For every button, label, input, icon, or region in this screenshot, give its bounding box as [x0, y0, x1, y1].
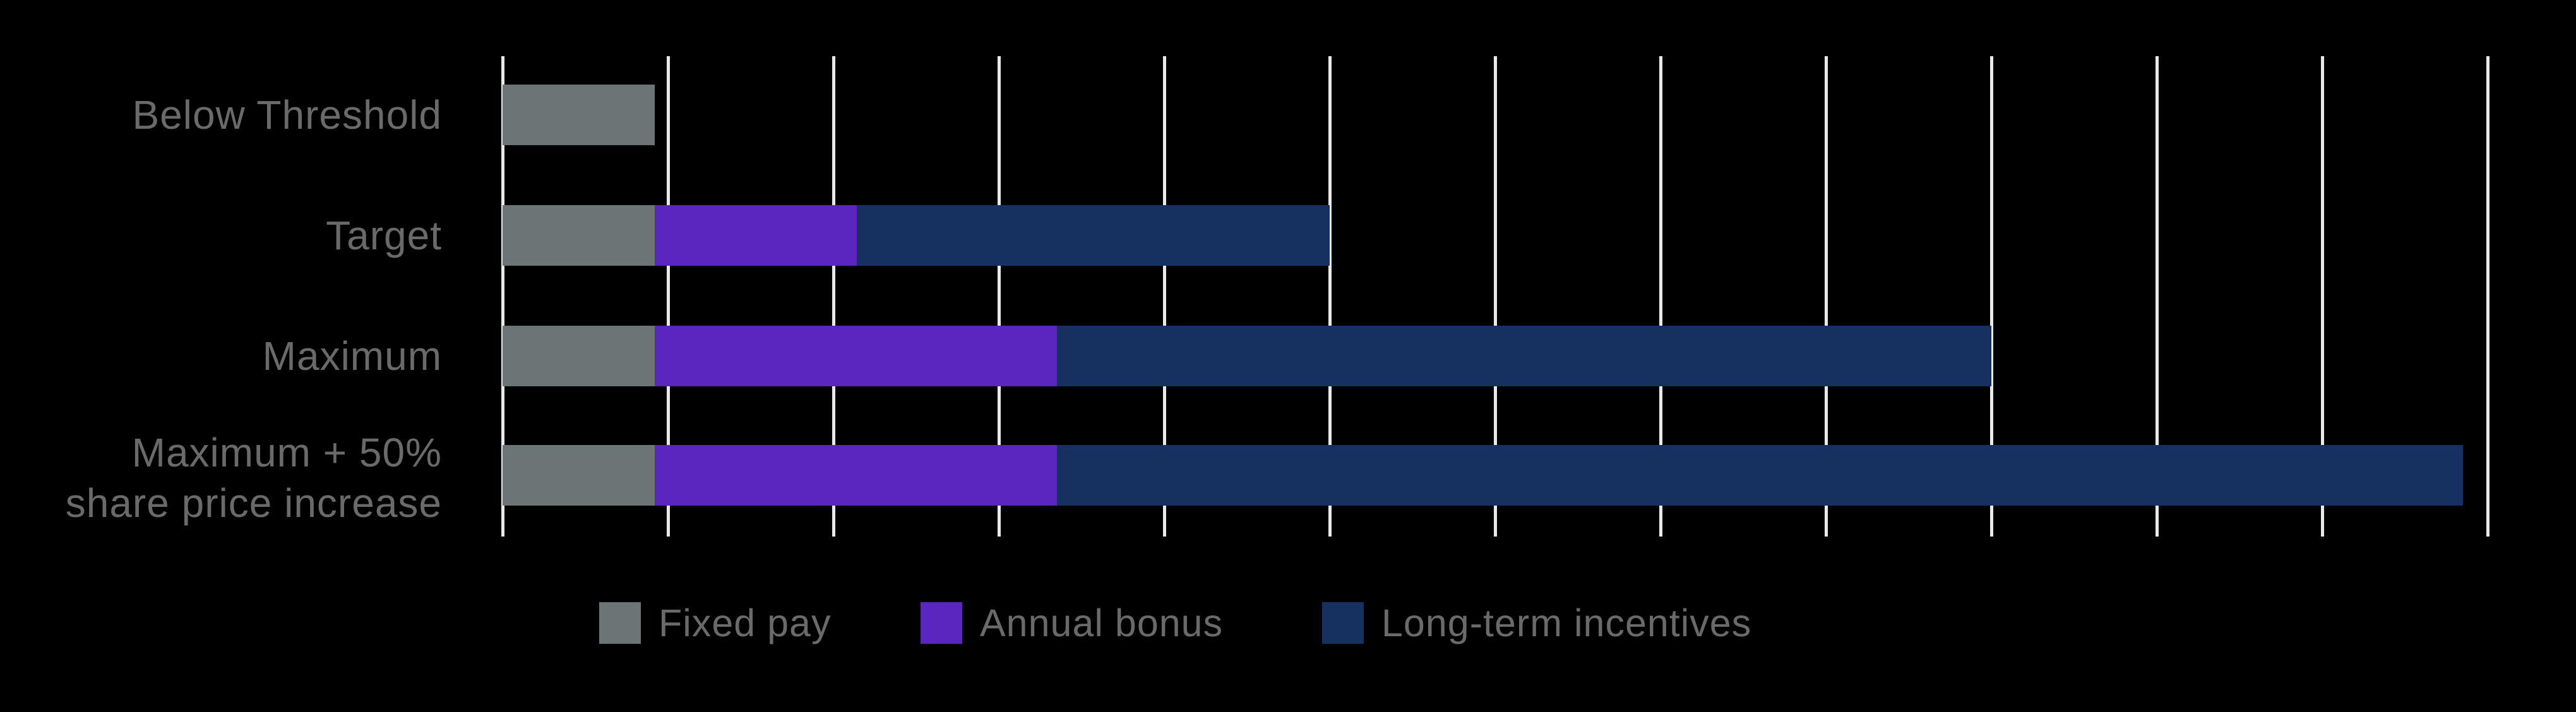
category-label-line: Maximum + 50%	[131, 430, 442, 475]
bar-segment-fixed-pay	[503, 326, 655, 386]
gridline	[1494, 56, 1497, 537]
legend-swatch	[599, 602, 641, 644]
bar-segment-fixed-pay	[503, 445, 655, 506]
bar-segment-annual-bonus	[655, 445, 1057, 506]
gridline	[832, 56, 835, 537]
gridline	[1163, 56, 1166, 537]
y-axis-line	[501, 56, 504, 537]
category-label: Target	[0, 210, 442, 261]
gridline	[667, 56, 670, 537]
bar-segment-fixed-pay	[503, 205, 655, 266]
category-label: Maximum	[0, 331, 442, 381]
gridline	[998, 56, 1001, 537]
legend-label: Annual bonus	[980, 602, 1224, 644]
bar-segment-long-term-incentives	[856, 205, 1330, 266]
gridline	[1825, 56, 1828, 537]
gridline	[2486, 56, 2490, 537]
gridline	[1328, 56, 1332, 537]
gridline	[1990, 56, 1993, 537]
category-label-line: Maximum	[262, 333, 442, 379]
gridline	[2156, 56, 2159, 537]
legend-swatch	[1322, 602, 1364, 644]
legend-item-fixed-pay: Fixed pay	[599, 602, 831, 644]
legend-label: Long-term incentives	[1381, 602, 1752, 644]
gridline	[1659, 56, 1662, 537]
bar-segment-long-term-incentives	[1056, 326, 1991, 386]
gridline	[2321, 56, 2324, 537]
category-label: Maximum + 50% share price increase	[0, 427, 442, 528]
category-label-line: Target	[326, 213, 442, 258]
bar-segment-fixed-pay	[503, 85, 655, 145]
legend-item-long-term-incentives: Long-term incentives	[1322, 602, 1751, 644]
category-label-line: share price increase	[65, 480, 442, 526]
legend-swatch	[921, 602, 962, 644]
category-label-line: Below Threshold	[132, 92, 442, 138]
bar-segment-annual-bonus	[655, 326, 1057, 386]
legend-label: Fixed pay	[659, 602, 832, 644]
legend-item-annual-bonus: Annual bonus	[921, 602, 1223, 644]
category-label: Below Threshold	[0, 90, 442, 140]
bar-segment-long-term-incentives	[1056, 445, 2463, 506]
bar-segment-annual-bonus	[655, 205, 857, 266]
